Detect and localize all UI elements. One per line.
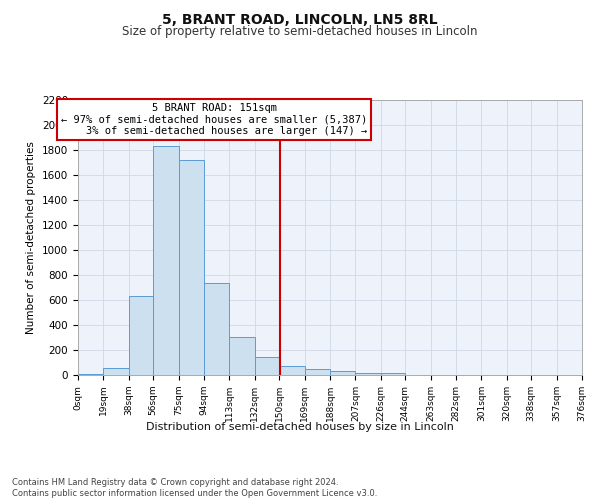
Y-axis label: Number of semi-detached properties: Number of semi-detached properties xyxy=(26,141,37,334)
Text: Size of property relative to semi-detached houses in Lincoln: Size of property relative to semi-detach… xyxy=(122,25,478,38)
Text: 5 BRANT ROAD: 151sqm
← 97% of semi-detached houses are smaller (5,387)
    3% of: 5 BRANT ROAD: 151sqm ← 97% of semi-detac… xyxy=(61,103,367,136)
Bar xyxy=(229,337,255,375)
Text: 5, BRANT ROAD, LINCOLN, LN5 8RL: 5, BRANT ROAD, LINCOLN, LN5 8RL xyxy=(162,12,438,26)
Bar xyxy=(179,160,204,375)
Text: Distribution of semi-detached houses by size in Lincoln: Distribution of semi-detached houses by … xyxy=(146,422,454,432)
Bar xyxy=(381,373,405,375)
Bar xyxy=(103,368,129,375)
Bar xyxy=(330,370,355,375)
Bar xyxy=(305,369,330,375)
Text: Contains HM Land Registry data © Crown copyright and database right 2024.
Contai: Contains HM Land Registry data © Crown c… xyxy=(12,478,377,498)
Bar xyxy=(355,372,381,375)
Bar xyxy=(78,374,103,375)
Bar xyxy=(153,146,179,375)
Bar xyxy=(255,357,279,375)
Bar xyxy=(129,296,153,375)
Bar xyxy=(204,282,229,375)
Bar xyxy=(279,366,305,375)
